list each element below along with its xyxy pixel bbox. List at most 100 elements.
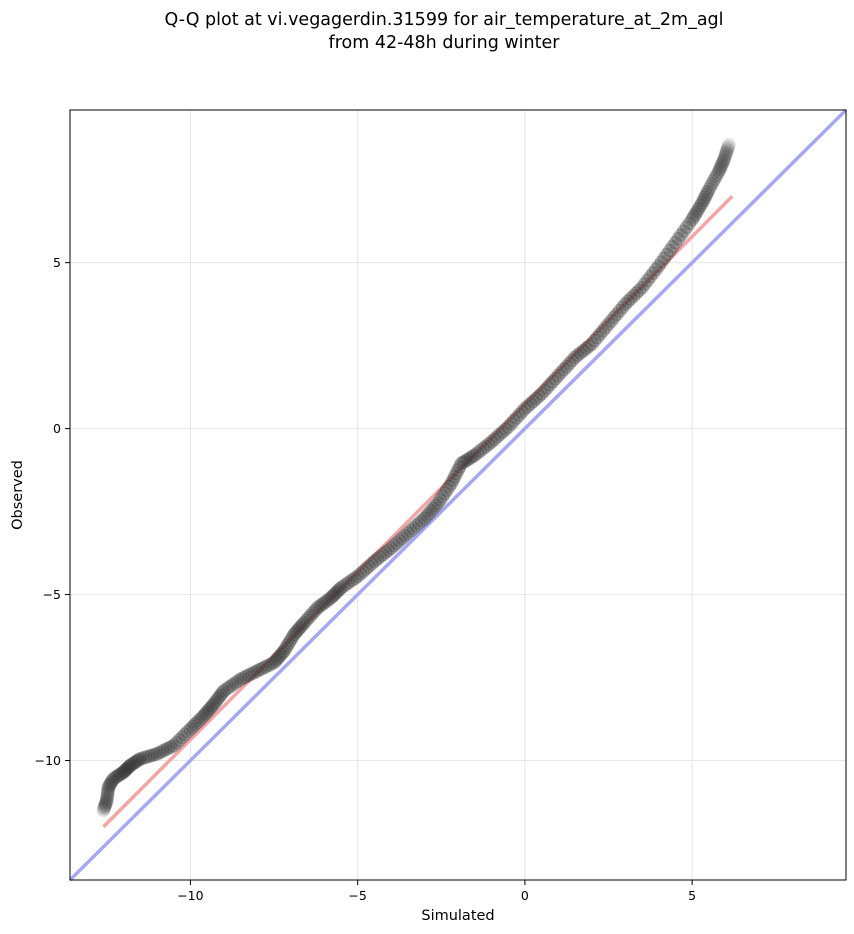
quantile-point — [155, 744, 170, 759]
quantile-point — [152, 745, 167, 760]
quantile-point — [501, 419, 516, 434]
quantile-point — [211, 690, 226, 705]
x-tick-label: −10 — [177, 888, 203, 903]
quantile-point — [100, 784, 115, 799]
quantile-point — [665, 239, 680, 254]
quantile-point — [721, 140, 736, 155]
quantile-point — [717, 150, 732, 165]
quantile-point — [208, 694, 223, 709]
quantile-point — [124, 757, 139, 772]
quantile-point — [657, 251, 672, 266]
quantile-point — [119, 761, 134, 776]
quantile-point — [715, 156, 730, 171]
quantile-point — [120, 760, 135, 775]
quantile-point — [637, 276, 652, 291]
quantile-point — [285, 630, 300, 645]
quantile-point — [587, 333, 602, 348]
quantile-point — [264, 656, 279, 671]
quantile-point — [163, 739, 178, 754]
quantile-point — [676, 224, 691, 239]
quantile-point — [695, 195, 710, 210]
fit-line — [102, 195, 734, 829]
quantile-point — [451, 463, 465, 478]
quantile-point — [685, 212, 700, 227]
quantile-point — [101, 780, 116, 795]
quantile-point — [287, 627, 302, 642]
quantile-point — [268, 653, 283, 668]
quantile-point — [520, 399, 535, 414]
quantile-point — [128, 755, 143, 770]
quantile-point — [632, 283, 647, 298]
quantile-point — [96, 803, 111, 818]
quantile-point — [621, 294, 636, 309]
quantile-point — [582, 339, 597, 354]
quantile-point — [364, 556, 379, 571]
quantile-point — [634, 280, 649, 295]
quantile-point — [562, 356, 577, 371]
quantile-point — [523, 396, 538, 411]
quantile-point — [192, 713, 207, 728]
quantile-point — [534, 386, 549, 401]
quantile-point — [372, 549, 387, 564]
quantile-point — [671, 231, 686, 246]
quantile-point — [529, 391, 544, 406]
quantile-point — [392, 533, 407, 548]
x-tick-label: −5 — [348, 888, 366, 903]
quantile-point — [183, 721, 198, 736]
quantile-point — [476, 441, 491, 456]
quantile-point — [317, 595, 332, 610]
quantile-point — [247, 665, 262, 680]
quantile-point — [718, 147, 733, 162]
quantile-point — [310, 600, 325, 615]
quantile-point — [301, 610, 316, 625]
quantile-point — [673, 228, 688, 243]
quantile-point — [187, 717, 202, 732]
quantile-point — [711, 164, 726, 179]
quantile-point — [102, 778, 117, 793]
quantile-point — [699, 187, 714, 202]
quantile-point — [515, 404, 530, 419]
quantile-point — [697, 190, 712, 205]
quantile-point — [691, 201, 706, 216]
quantile-point — [700, 184, 715, 199]
quantile-point — [277, 643, 292, 658]
quantile-point — [138, 750, 153, 765]
quantile-point — [250, 663, 265, 678]
quantile-point — [295, 617, 310, 632]
quantile-point — [359, 561, 374, 576]
quantile-point — [141, 749, 156, 764]
quantile-point — [347, 571, 362, 586]
quantile-point — [682, 216, 697, 231]
quantile-point — [99, 795, 114, 810]
quantile-point — [409, 518, 424, 533]
quantile-point — [463, 450, 478, 465]
quantile-point — [321, 592, 336, 607]
quantile-point — [314, 597, 329, 612]
quantile-point — [595, 323, 610, 338]
quantile-point — [332, 582, 347, 597]
quantile-point — [97, 801, 112, 816]
quantile-point — [719, 145, 734, 160]
quantile-point — [444, 476, 459, 491]
quantile-point — [255, 661, 270, 676]
quantile-point — [398, 528, 413, 543]
quantile-point — [414, 513, 429, 528]
quantile-point — [101, 782, 116, 797]
quantile-point — [98, 796, 113, 811]
quantile-point — [100, 791, 115, 806]
quantile-point — [526, 394, 541, 409]
quantile-point — [512, 407, 527, 422]
quantile-point — [447, 469, 462, 484]
quantile-point — [172, 733, 187, 748]
quantile-point — [122, 759, 137, 774]
quantile-point — [495, 424, 510, 439]
quantile-point — [389, 536, 404, 551]
quantile-point — [253, 662, 268, 677]
quantile-point — [267, 655, 282, 670]
quantile-point — [114, 766, 129, 781]
quantile-point — [230, 674, 245, 689]
quantile-point — [473, 443, 488, 458]
quantile-point — [98, 798, 113, 813]
quantile-point — [384, 541, 399, 556]
quantile-point — [481, 437, 496, 452]
